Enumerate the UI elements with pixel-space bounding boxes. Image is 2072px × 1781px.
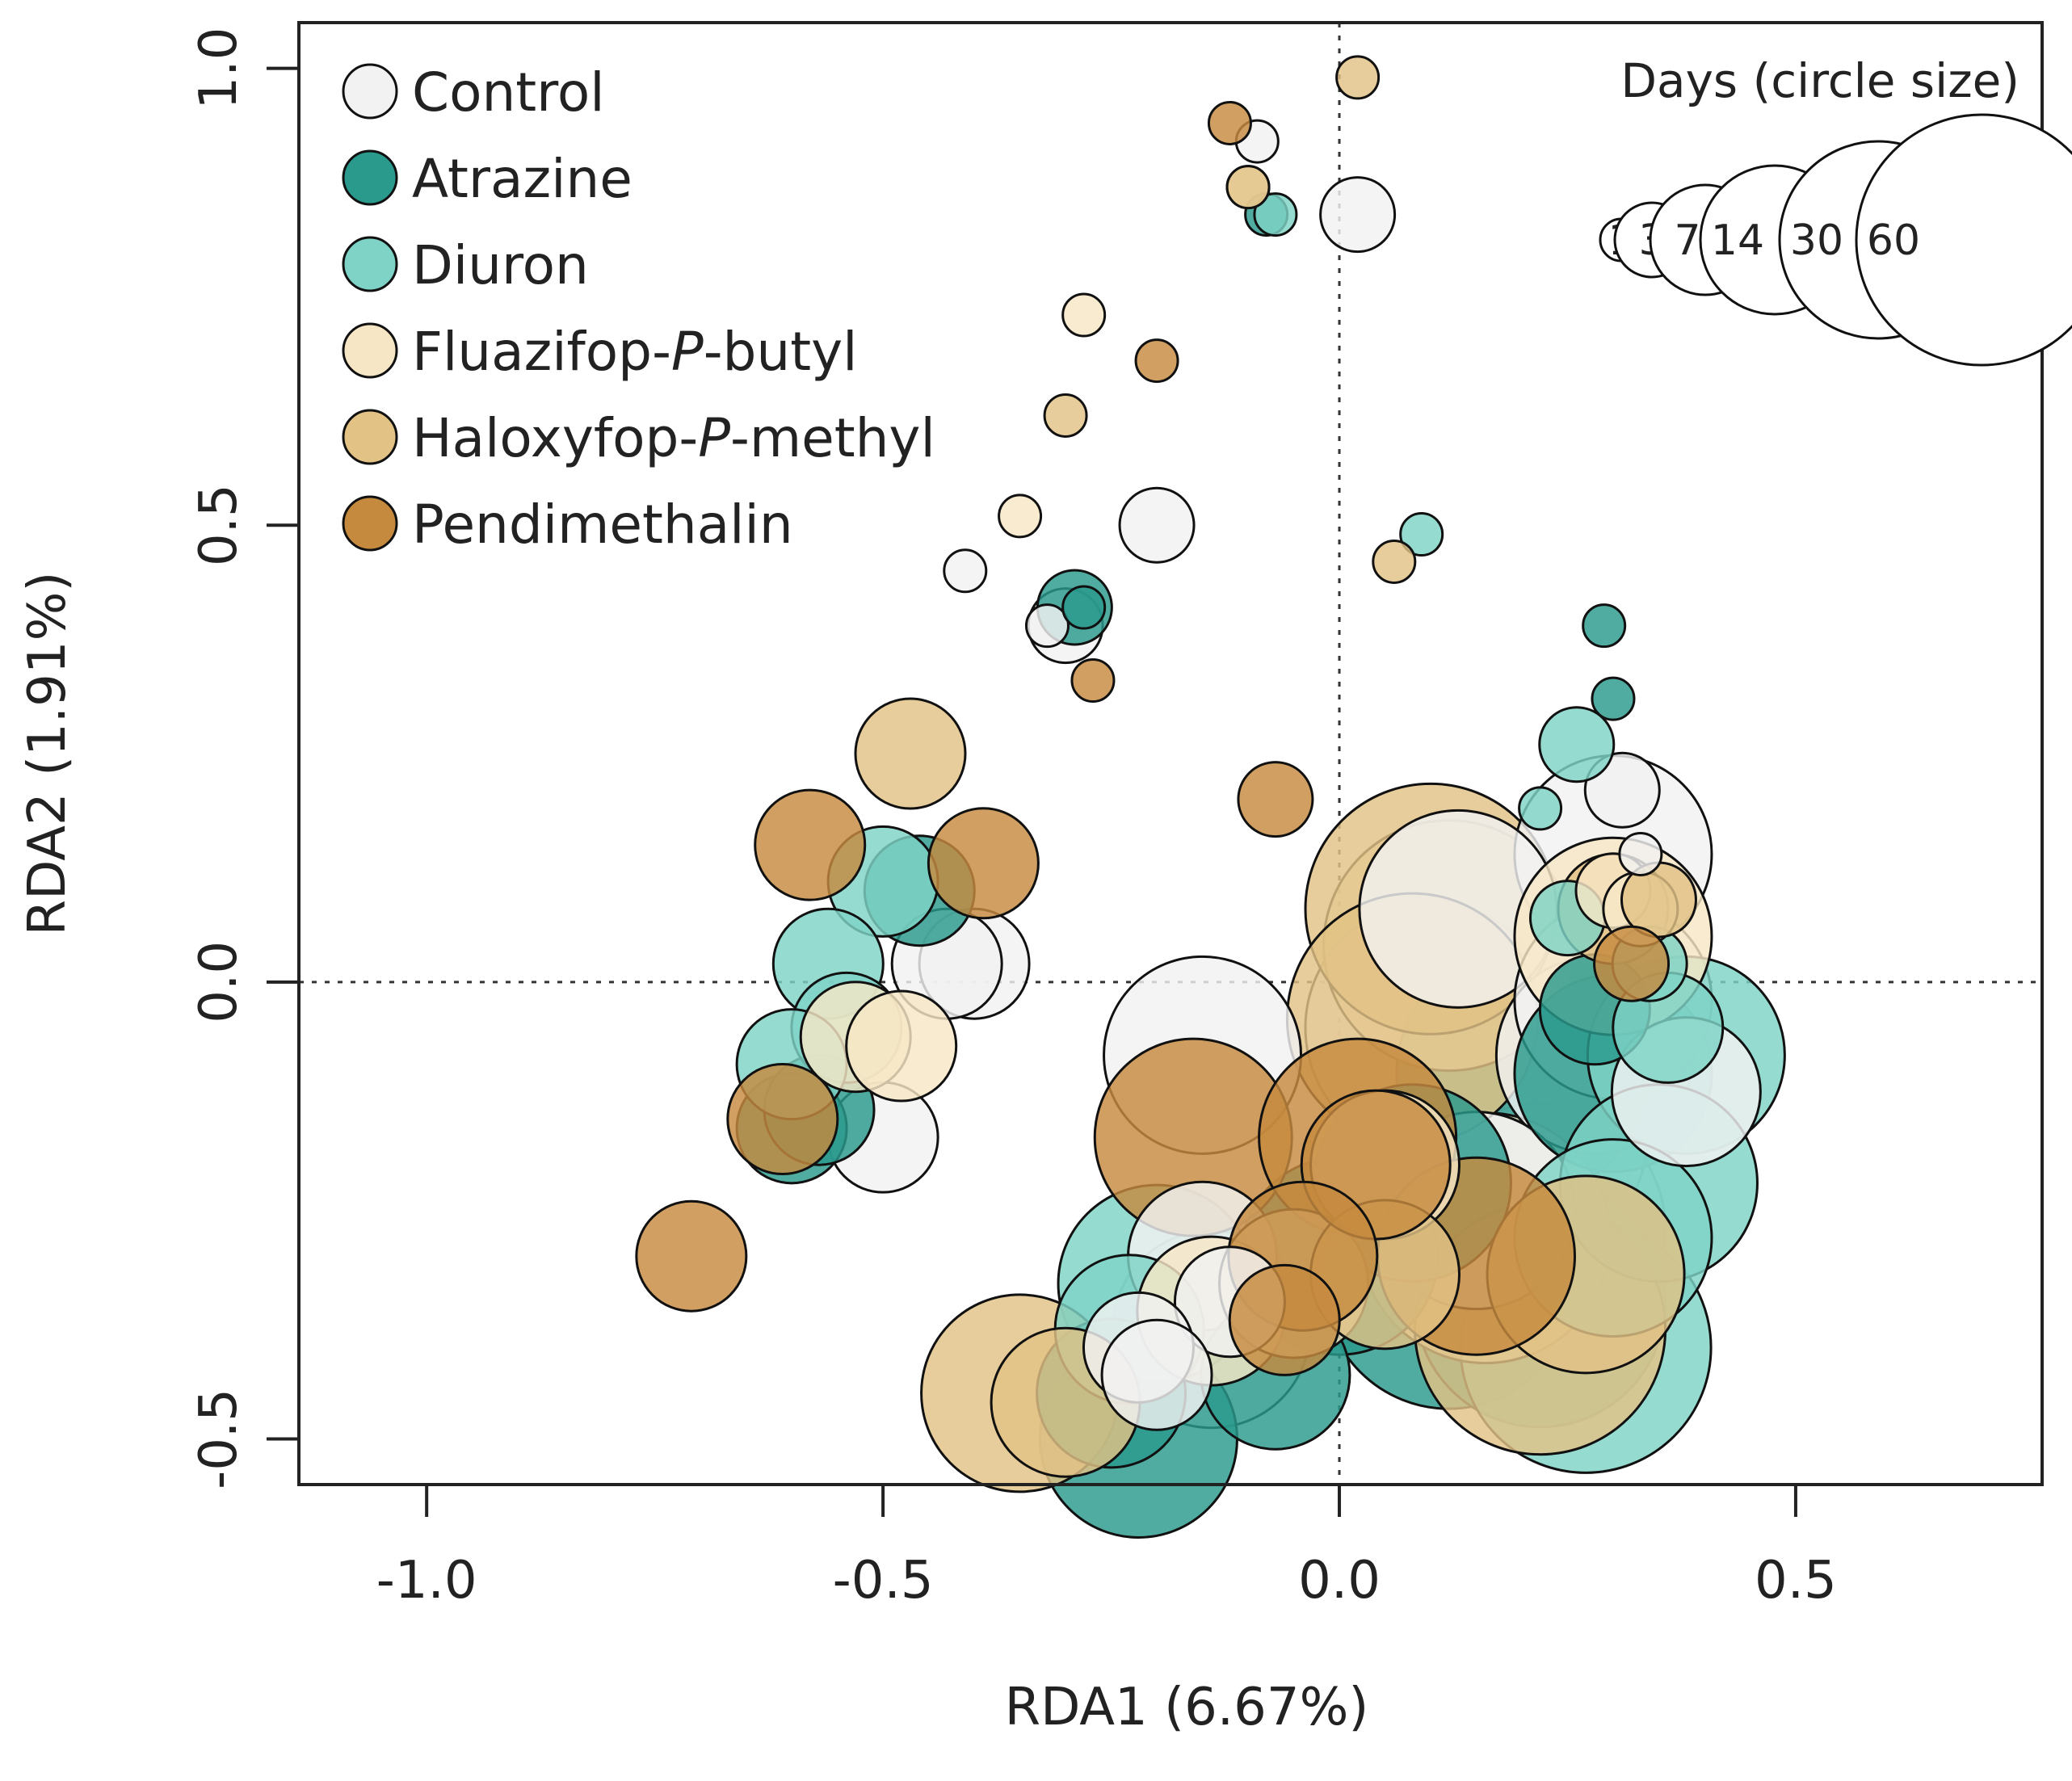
y-tick-label: 1.0: [189, 27, 249, 110]
data-point-control: [943, 548, 988, 594]
data-point-haloxyfop: [1225, 165, 1271, 210]
legend-item-fluazifop: Fluazifop-P-butyl: [342, 321, 858, 383]
data-point-haloxyfop: [1372, 539, 1417, 584]
size-legend-label: 14: [1711, 216, 1764, 265]
legend-label: Pendimethalin: [412, 494, 793, 556]
data-point-pendimethalin: [1593, 925, 1671, 1002]
data-point-pendimethalin: [1070, 658, 1116, 703]
legend-swatch: [342, 409, 398, 465]
x-axis: -1.0 -0.5 0.0 0.5: [376, 1485, 1837, 1611]
data-point-control: [1118, 486, 1196, 564]
x-tick-label: -0.5: [833, 1551, 934, 1611]
legend: Control Atrazine Diuron Fluazifop-P-butyl Ha…: [342, 61, 935, 556]
legend-item-diuron: Diuron: [342, 234, 589, 296]
legend-label: Diuron: [412, 234, 589, 296]
legend-swatch: [342, 322, 398, 379]
size-legend-label: 7: [1674, 216, 1700, 265]
y-axis-title: RDA2 (1.91%): [18, 572, 78, 936]
data-point-fluazifop: [998, 494, 1043, 539]
data-point-haloxyfop: [854, 697, 967, 810]
data-point-diuron: [1399, 512, 1444, 557]
data-point-atrazine: [1582, 603, 1627, 649]
data-point-pendimethalin: [1228, 1263, 1341, 1376]
data-point-pendimethalin: [1207, 100, 1252, 145]
data-point-haloxyfop: [1043, 393, 1088, 438]
x-tick-label: -1.0: [376, 1551, 477, 1611]
x-tick-label: 0.0: [1298, 1551, 1381, 1611]
legend-label: Haloxyfop-P-methyl: [412, 407, 935, 469]
data-point-pendimethalin: [1237, 761, 1314, 838]
plot-frame: [297, 21, 2044, 1486]
data-point-haloxyfop: [1335, 55, 1381, 100]
data-point-control: [1100, 1318, 1213, 1431]
data-point-pendimethalin: [754, 788, 867, 901]
legend-item-pendimethalin: Pendimethalin: [342, 494, 793, 556]
data-point-pendimethalin: [1134, 338, 1179, 384]
legend-swatch: [342, 63, 398, 120]
legend-item-haloxyfop: Haloxyfop-P-methyl: [342, 407, 935, 469]
size-legend-title: Days (circle size): [1620, 53, 2019, 108]
size-legend: Days (circle size) 137143060: [1599, 53, 2072, 367]
x-tick-label: 0.5: [1755, 1551, 1837, 1611]
data-point-diuron: [1253, 192, 1298, 237]
legend-swatch: [342, 149, 398, 206]
size-legend-circle: [1855, 113, 2072, 367]
legend-swatch: [342, 236, 398, 292]
data-point-fluazifop: [845, 989, 958, 1103]
legend-swatch: [342, 495, 398, 552]
data-point-control: [1618, 831, 1663, 876]
data-point-diuron: [1518, 786, 1563, 831]
legend-label: Fluazifop-P-butyl: [412, 321, 858, 383]
data-point-pendimethalin: [726, 1063, 839, 1175]
y-axis: -0.5 0.0 0.5 1.0: [189, 27, 299, 1489]
data-point-control: [1319, 176, 1397, 254]
size-legend-label: 30: [1790, 216, 1843, 265]
size-legend-label: 60: [1867, 216, 1920, 265]
x-axis-title: RDA1 (6.67%): [1005, 1678, 1369, 1737]
data-point-atrazine: [1591, 676, 1636, 721]
legend-item-atrazine: Atrazine: [342, 148, 633, 210]
legend-label: Control: [412, 61, 605, 124]
data-point-pendimethalin: [927, 807, 1040, 920]
y-tick-label: 0.0: [189, 941, 249, 1023]
data-points: [635, 55, 1786, 1539]
size-legend-item: 60: [1855, 113, 2072, 367]
data-point-diuron: [1538, 706, 1616, 783]
data-point-pendimethalin: [635, 1199, 748, 1313]
y-tick-label: -0.5: [189, 1388, 249, 1489]
legend-label: Atrazine: [412, 148, 633, 210]
data-point-atrazine: [1061, 585, 1107, 630]
data-point-control: [1024, 603, 1070, 649]
data-point-fluazifop: [1061, 292, 1107, 338]
y-tick-label: 0.5: [189, 484, 249, 566]
legend-item-control: Control: [342, 61, 605, 124]
